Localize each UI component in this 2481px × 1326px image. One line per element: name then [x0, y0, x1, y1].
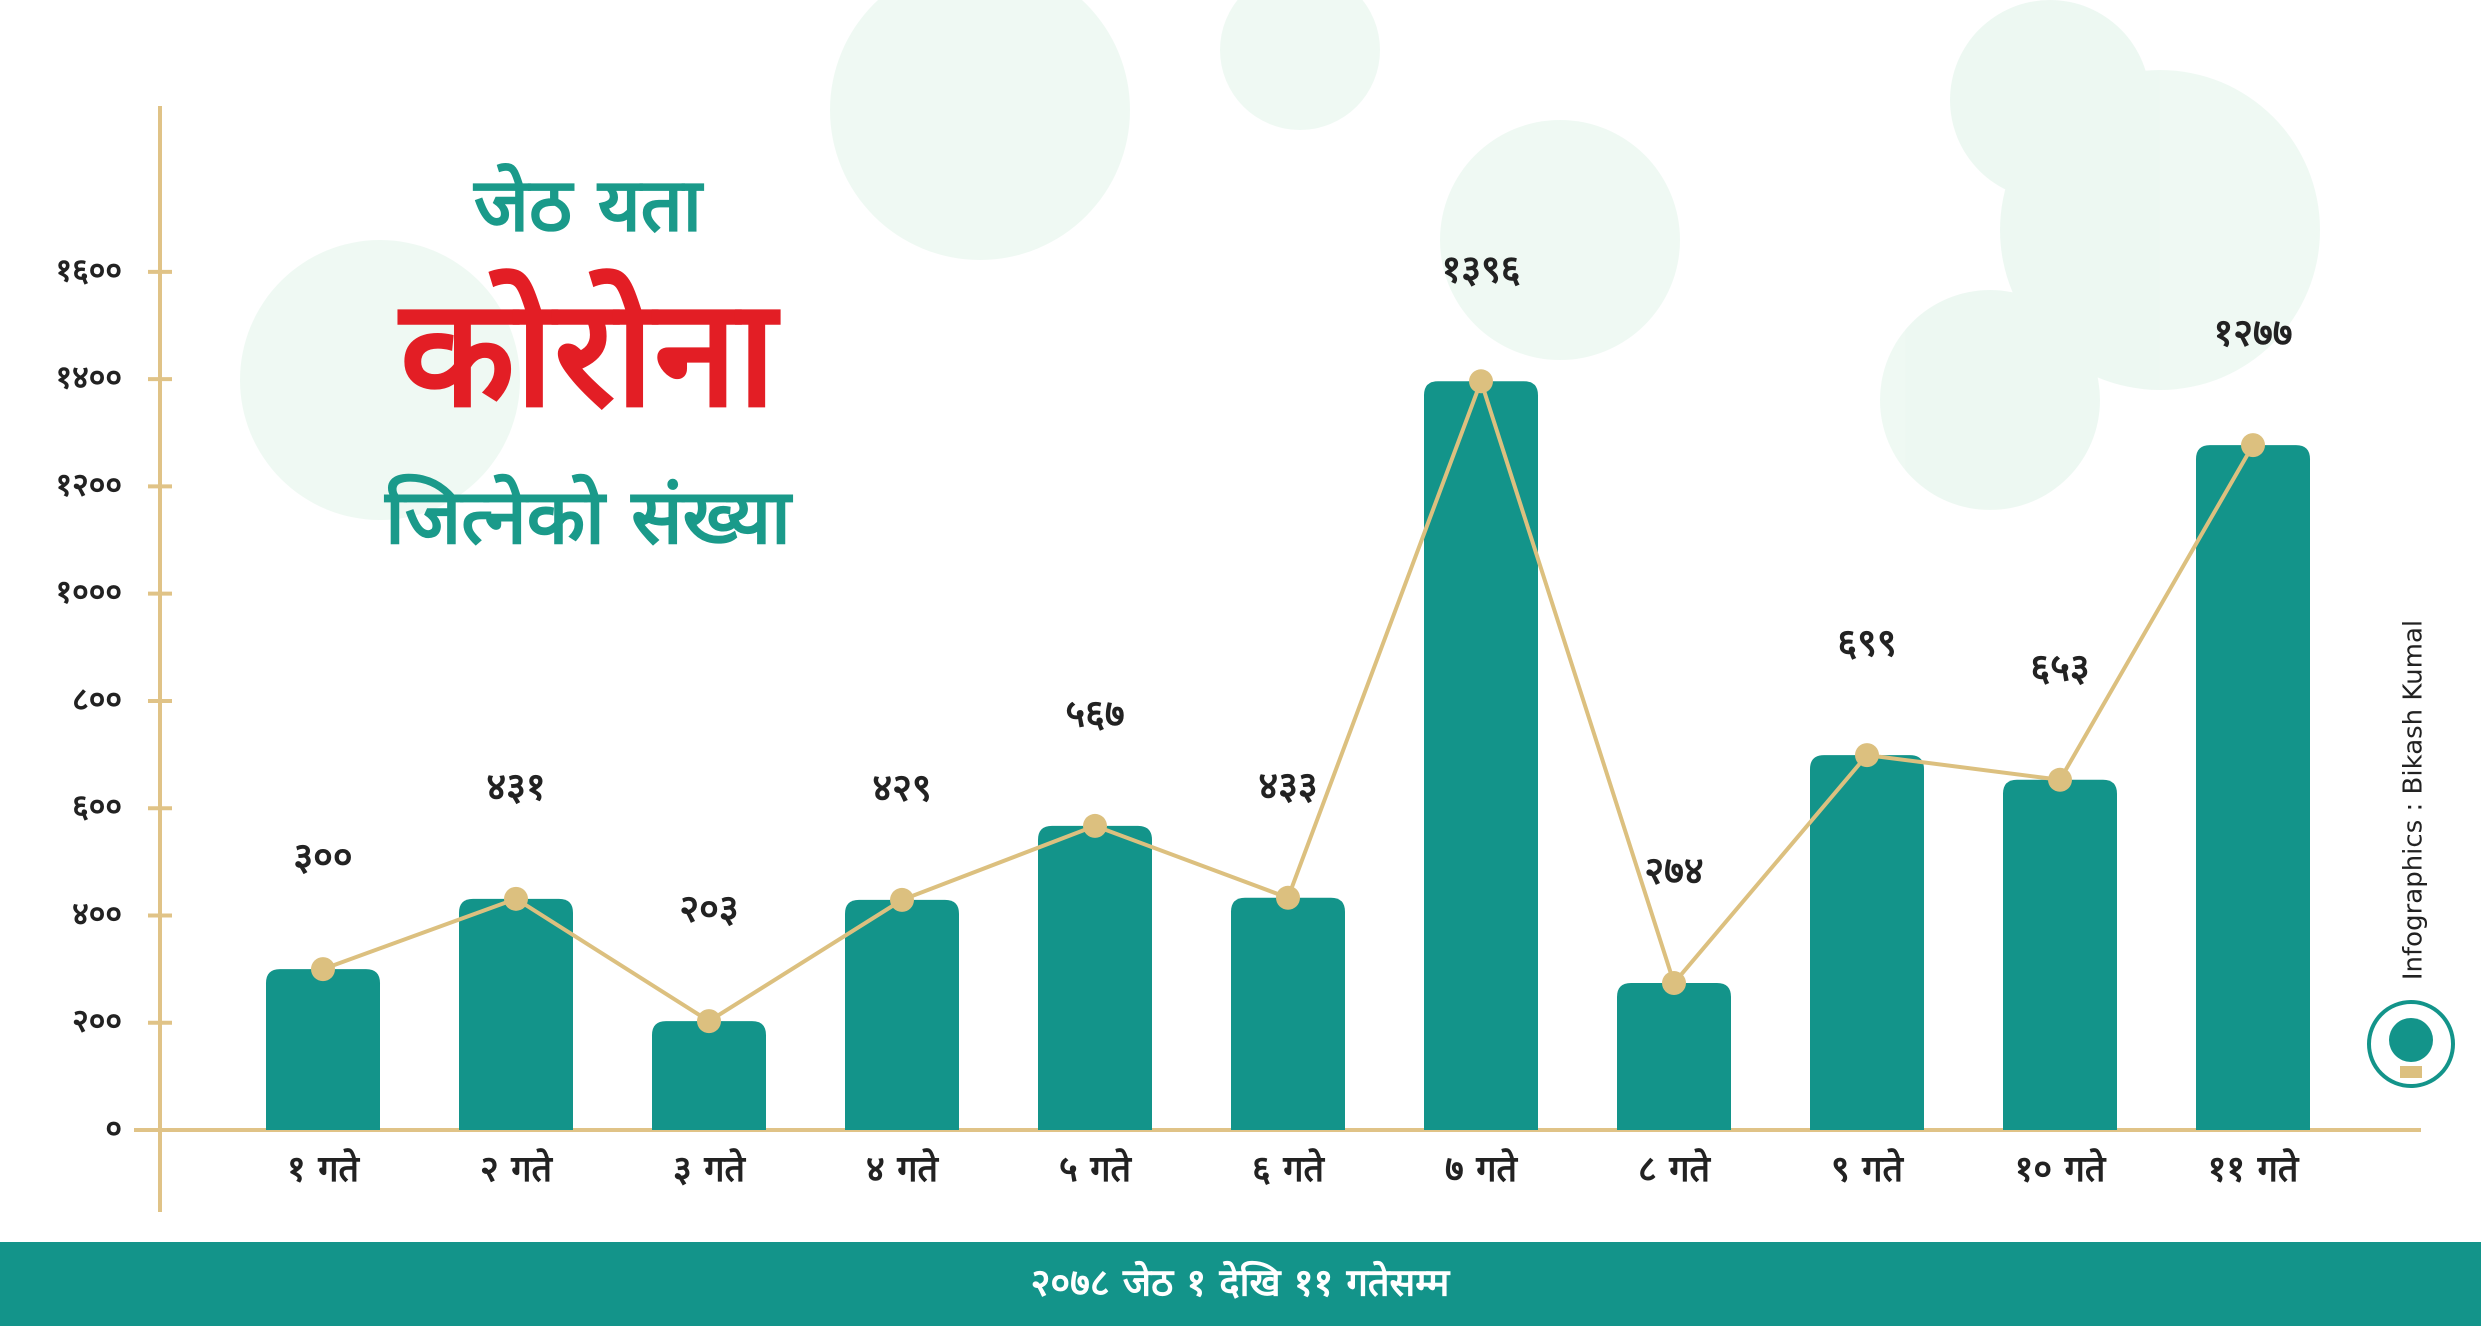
value-label: ४२९ [872, 765, 931, 809]
y-tick-label: ६०० [72, 787, 122, 825]
line-point [311, 957, 335, 982]
value-label: २०३ [679, 887, 738, 931]
value-label: १२७७ [2213, 311, 2292, 355]
y-tick-label: १२०० [55, 465, 122, 503]
subtitle: जित्नेको संख्या [383, 472, 793, 561]
x-tick-label: ३ गते [673, 1148, 747, 1190]
footer-band [0, 1242, 2481, 1326]
title-top: जेठ यता [472, 163, 705, 249]
line-point [1662, 971, 1686, 996]
x-tick-label: ९ गते [1831, 1148, 1905, 1190]
credit: Infographics : Bikash Kumal [2399, 620, 2429, 980]
line-point [1855, 743, 1879, 768]
bar [845, 899, 959, 1130]
y-tick-label: १४०० [55, 358, 122, 396]
bar [652, 1021, 766, 1130]
line-point [2241, 433, 2265, 458]
line-point [890, 887, 914, 912]
line-point [1469, 369, 1493, 394]
logo [2367, 1000, 2455, 1088]
y-tick-label: २०० [72, 1002, 122, 1040]
x-tick-label: १ गते [287, 1148, 361, 1190]
footer: २०७८ जेठ १ देखि ११ गतेसम्म [1031, 1261, 1451, 1305]
background-decoration [240, 0, 2320, 520]
value-label: ४३३ [1258, 763, 1317, 807]
x-tick-label: ११ गते [2208, 1148, 2300, 1190]
chart-title: कोरोना [397, 267, 782, 441]
y-tick-label: ८०० [72, 680, 122, 718]
y-tick-label: १६०० [55, 251, 122, 289]
bar [2196, 445, 2310, 1130]
value-label: ५६७ [1065, 691, 1124, 735]
bar [1038, 825, 1152, 1130]
bar [1424, 381, 1538, 1130]
line-point [2048, 767, 2072, 792]
line-point [697, 1009, 721, 1034]
x-tick-label: ८ गते [1638, 1148, 1712, 1190]
y-tick-label: ४०० [72, 894, 122, 932]
line-point [504, 886, 528, 911]
value-label: ६५३ [2030, 645, 2089, 689]
value-label: ४३१ [486, 764, 545, 808]
bar [1231, 897, 1345, 1130]
value-label: ३०० [293, 835, 352, 879]
value-label: ६९९ [1837, 621, 1896, 665]
y-tick-label: ० [105, 1109, 122, 1147]
y-tick-label: १००० [55, 573, 122, 611]
x-tick-label: ६ गते [1252, 1148, 1326, 1190]
x-tick-label: ५ गते [1059, 1148, 1133, 1190]
bar [1810, 755, 1924, 1130]
line-point [1083, 813, 1107, 838]
x-tick-label: ४ गते [866, 1148, 940, 1190]
x-tick-label: २ गते [480, 1148, 554, 1190]
line-point [1276, 885, 1300, 910]
bar [1617, 983, 1731, 1130]
x-tick-label: ७ गते [1445, 1148, 1519, 1190]
bar [2003, 779, 2117, 1130]
bar [266, 969, 380, 1130]
x-tick-label: १० गते [2015, 1148, 2107, 1190]
value-label: २७४ [1644, 849, 1703, 893]
value-label: १३९६ [1441, 247, 1520, 291]
bar [459, 898, 573, 1130]
